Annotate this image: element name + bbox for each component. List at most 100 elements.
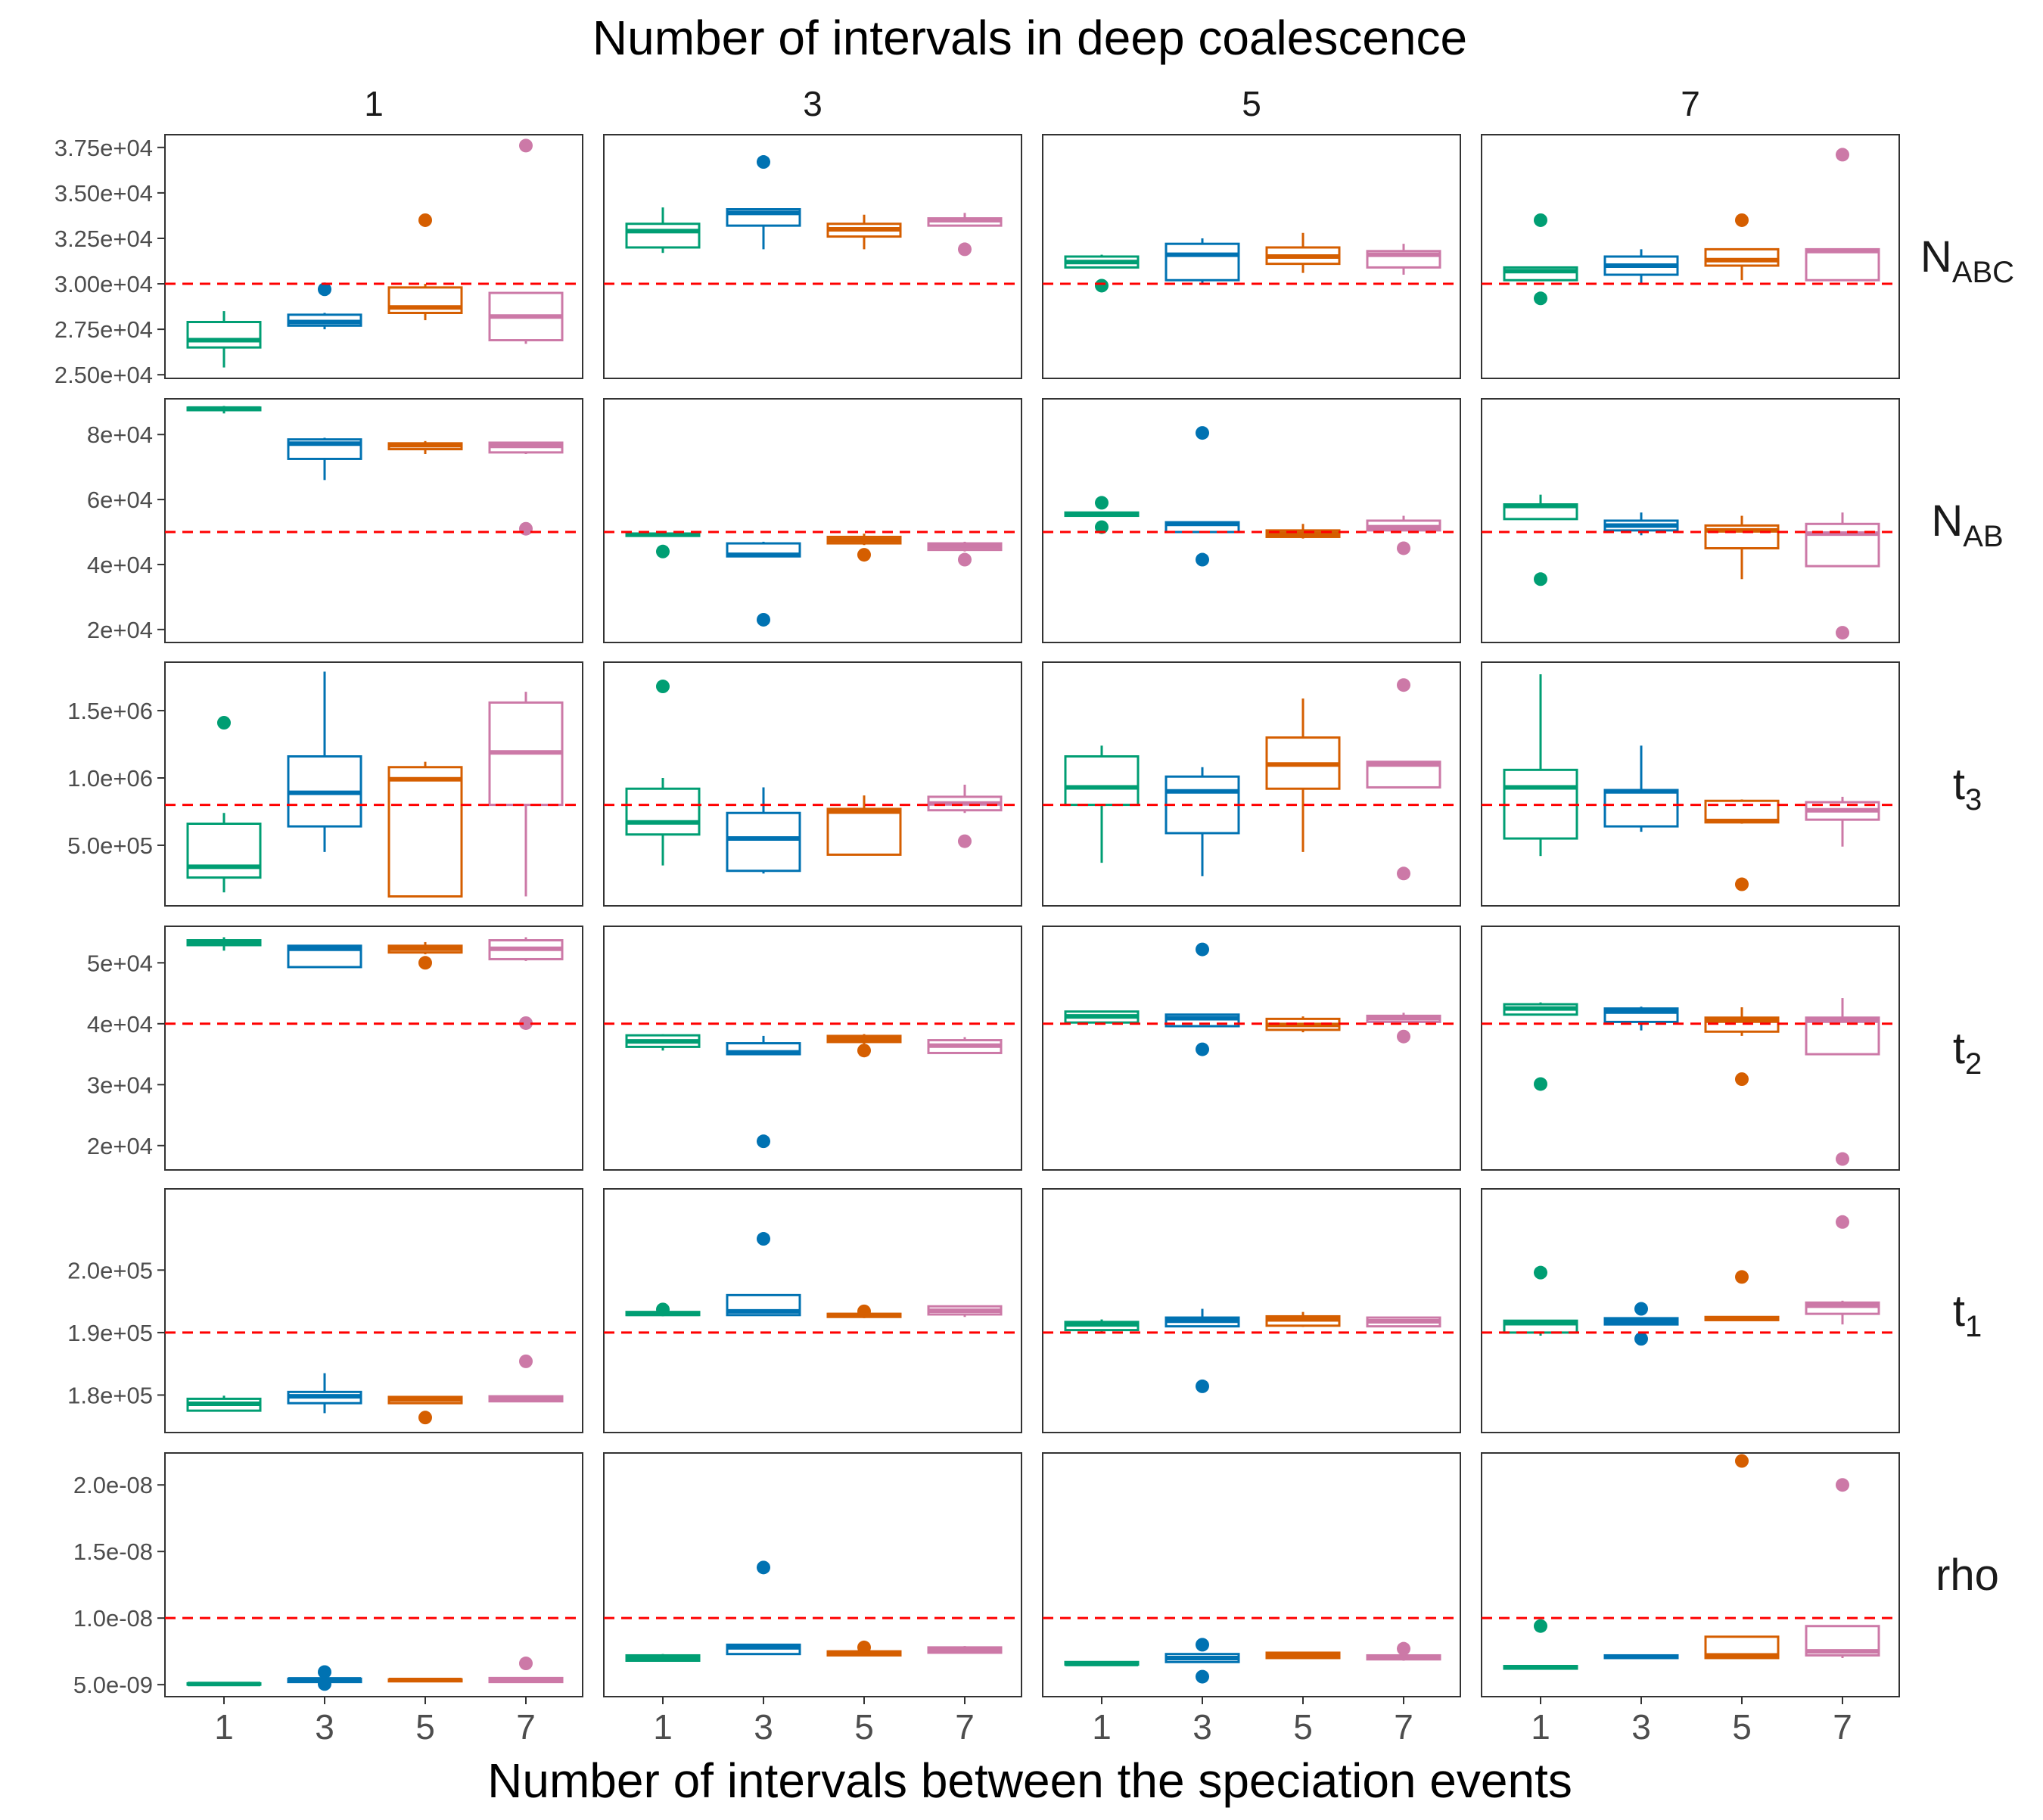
- box-3: [1603, 1302, 1679, 1346]
- y-tick-label: 3.50e+04: [54, 180, 153, 207]
- row-facet-label-sub: AB: [1963, 520, 2003, 553]
- facet-panel: [1042, 398, 1461, 643]
- y-tick-label: 2.50e+04: [54, 362, 153, 388]
- box-1: [186, 406, 262, 414]
- outlier-point: [1634, 1302, 1648, 1316]
- box-5: [1265, 1016, 1341, 1033]
- column-facet-label: 1: [364, 84, 384, 123]
- x-tick-label: 5: [1732, 1707, 1752, 1747]
- outlier-point: [958, 552, 972, 567]
- facet-panel: [603, 398, 1022, 643]
- box-1: [186, 937, 262, 951]
- y-tick-label: 5.0e-09: [73, 1672, 153, 1698]
- outlier-point: [1534, 291, 1547, 306]
- box-5: [387, 941, 463, 970]
- y-tick-label: 2.75e+04: [54, 316, 153, 343]
- box-5: [826, 1034, 902, 1058]
- box-5: [1265, 232, 1341, 273]
- y-tick-label: 3e+04: [87, 1072, 153, 1098]
- box-1: [625, 1302, 701, 1317]
- outlier-point: [1196, 552, 1209, 567]
- box-5: [826, 214, 902, 250]
- outlier-point: [1196, 1669, 1209, 1684]
- outlier-point: [1836, 148, 1849, 162]
- box-1: [186, 311, 262, 368]
- box-3: [1165, 238, 1240, 285]
- box-3: [287, 1373, 362, 1414]
- facet-panel: [603, 926, 1022, 1171]
- box-7: [927, 1646, 1003, 1654]
- box-1: [186, 716, 262, 893]
- outlier-point: [1534, 1619, 1547, 1633]
- row-facet-label: t3: [1953, 760, 1982, 817]
- outlier-point: [857, 1640, 871, 1654]
- outlier-point: [1095, 278, 1109, 293]
- facet-panel: [1481, 398, 1900, 643]
- facet-panel: [1481, 134, 1900, 379]
- facet-panel: [164, 398, 583, 643]
- y-tick-label: 1.5e-08: [73, 1538, 153, 1565]
- box-1: [1064, 1319, 1140, 1333]
- row-facet-label: NAB: [1931, 496, 2003, 553]
- outlier-point: [217, 716, 231, 730]
- outlier-point: [519, 1657, 533, 1671]
- box-3: [287, 437, 362, 481]
- box-3: [726, 787, 801, 874]
- box-7: [927, 213, 1003, 257]
- box-5: [1265, 1651, 1341, 1660]
- box-5: [826, 534, 902, 562]
- facet-panel: [1042, 926, 1461, 1171]
- box-7: [927, 1305, 1003, 1318]
- y-tick-label: 5.0e+05: [67, 832, 153, 859]
- box-body: [1805, 522, 1880, 568]
- outlier-point: [318, 1665, 331, 1679]
- box-3: [726, 1232, 801, 1317]
- outlier-point: [1397, 1641, 1410, 1656]
- box-7: [1366, 244, 1441, 275]
- box-7: [488, 692, 564, 897]
- outlier-point: [519, 521, 533, 536]
- facet-panel: [1481, 926, 1900, 1171]
- outlier-point: [1836, 1152, 1849, 1166]
- row-facet-label-main: N: [1920, 232, 1952, 282]
- panel-border: [603, 661, 1022, 907]
- box-1: [1064, 254, 1140, 293]
- outlier-point: [656, 680, 670, 694]
- box-1: [1503, 494, 1578, 586]
- x-tick-label: 5: [854, 1707, 874, 1747]
- facet-panel: [1481, 1188, 1900, 1433]
- y-tick-label: 2.0e+05: [67, 1257, 153, 1283]
- outlier-point: [318, 1677, 331, 1691]
- box-5: [1704, 1270, 1780, 1321]
- panel-border: [1042, 1188, 1461, 1433]
- x-tick-label: 7: [1394, 1707, 1413, 1747]
- outlier-point: [656, 1302, 670, 1317]
- x-tick-label: 5: [1293, 1707, 1313, 1747]
- box-7: [488, 937, 564, 1030]
- panel-border: [164, 926, 583, 1171]
- outlier-point: [1397, 866, 1410, 881]
- box-7: [1805, 148, 1880, 282]
- box-1: [625, 207, 701, 254]
- panel-border: [1042, 926, 1461, 1171]
- box-7: [1366, 1316, 1441, 1328]
- row-facet-label-main: t: [1953, 1024, 1965, 1073]
- x-tick-label: 5: [415, 1707, 435, 1747]
- box-3: [726, 1560, 801, 1656]
- box-5: [1265, 524, 1341, 539]
- y-tick-label: 4e+04: [87, 552, 153, 578]
- row-facet-label-main: N: [1931, 496, 1963, 546]
- box-7: [927, 541, 1003, 567]
- outlier-point: [857, 1304, 871, 1318]
- facet-panel: [603, 1452, 1022, 1697]
- outlier-point: [1735, 1454, 1749, 1468]
- box-1: [1503, 1002, 1578, 1091]
- y-tick-label: 1.8e+05: [67, 1382, 153, 1408]
- box-1: [186, 1395, 262, 1412]
- box-7: [1366, 1013, 1441, 1044]
- facet-panel: [164, 1452, 583, 1697]
- outlier-point: [757, 1134, 770, 1149]
- box-1: [1503, 1619, 1578, 1670]
- outlier-point: [1095, 520, 1109, 534]
- outlier-point: [1735, 1072, 1749, 1087]
